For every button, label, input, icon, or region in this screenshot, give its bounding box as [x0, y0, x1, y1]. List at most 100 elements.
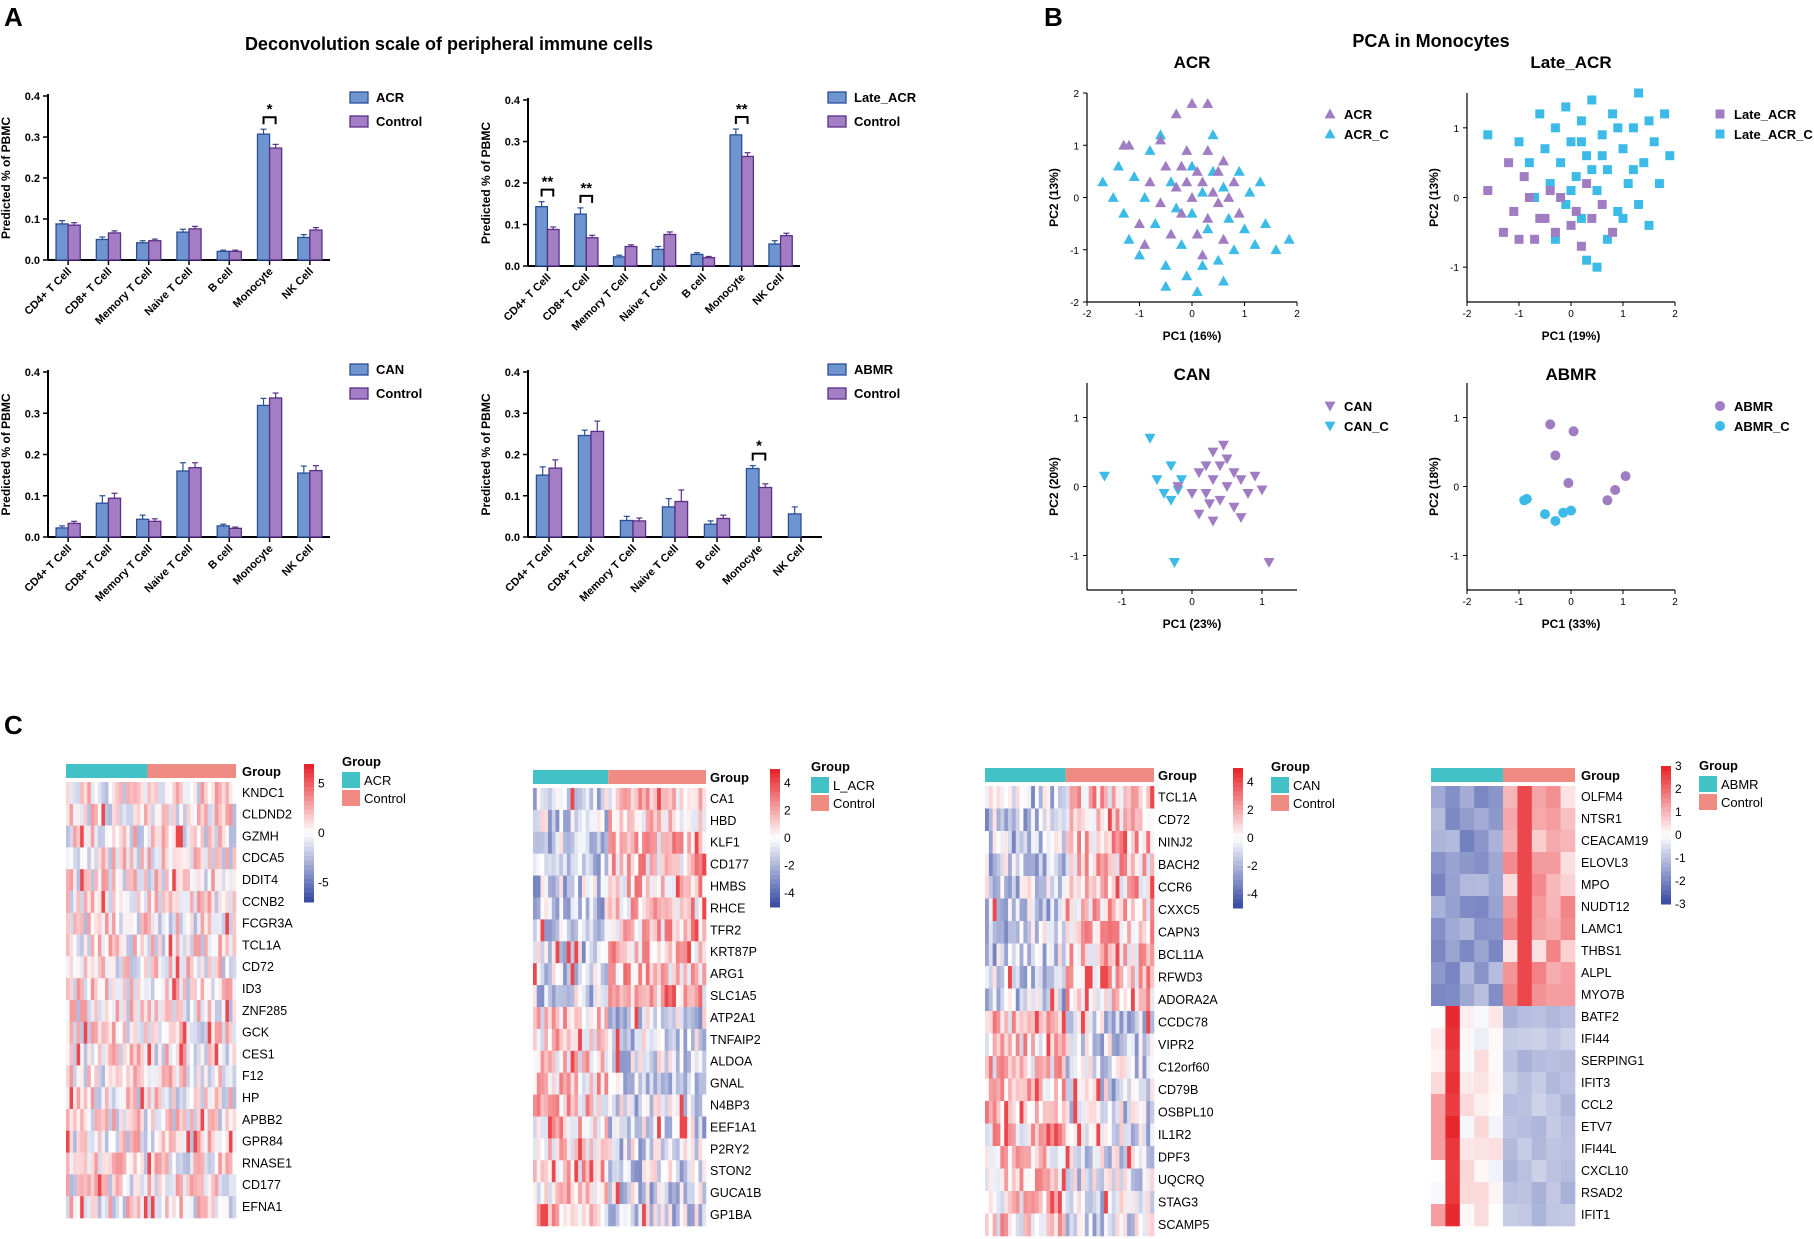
heat-cell [1560, 1006, 1576, 1029]
legend-label-can-c: CAN_C [1344, 419, 1389, 434]
heat-cell [221, 1196, 226, 1219]
heat-cell [596, 1007, 601, 1030]
color-scale-step [304, 851, 314, 857]
heat-cell [1042, 1011, 1047, 1034]
heat-cell [232, 1196, 237, 1219]
legend-swatch-control [349, 387, 369, 400]
point-acr [1202, 212, 1214, 223]
heat-cell [657, 1007, 662, 1030]
heat-cell [158, 956, 162, 979]
heat-cell [683, 1138, 688, 1161]
heat-cell [1008, 1033, 1013, 1057]
heat-cell [1077, 1101, 1082, 1124]
heat-cell [1038, 1146, 1043, 1169]
heat-cell [182, 825, 187, 848]
heat-cell [660, 1138, 665, 1161]
heat-cell [87, 1152, 92, 1175]
point-late-acr-c [1483, 130, 1493, 140]
heat-cell [161, 1196, 166, 1219]
heat-cell [1073, 831, 1078, 854]
bar-control-memory-t-cell [632, 520, 647, 538]
heat-cell [158, 847, 162, 870]
point-can [1249, 471, 1261, 482]
heat-cell [611, 1007, 617, 1030]
row-label-olfm4: OLFM4 [1581, 790, 1623, 804]
bar-can-monocyte [256, 404, 271, 538]
heat-cell [214, 1065, 219, 1088]
x-tick-label-monocyte: Monocyte [231, 543, 276, 588]
color-scale-step [770, 893, 780, 899]
heat-cell [172, 803, 177, 826]
heat-cell [694, 853, 699, 876]
heat-cell [1445, 896, 1461, 919]
heat-cell [1061, 898, 1066, 922]
heat-cell [179, 1109, 184, 1132]
heat-cell [126, 1174, 131, 1197]
row-label-hmbs: HMBS [710, 879, 746, 893]
heat-cell [1431, 984, 1446, 1007]
heat-cell [214, 891, 219, 914]
heat-cell [536, 853, 541, 876]
heat-cell [540, 985, 545, 1008]
heat-cell [172, 1174, 177, 1197]
heat-cell [649, 985, 654, 1008]
heat-cell [90, 956, 95, 979]
heat-cell [143, 1196, 148, 1219]
heat-cell [1054, 853, 1059, 877]
heat-cell [627, 1072, 632, 1095]
heat-cell [112, 825, 116, 848]
group-legend-swatch-control [1699, 794, 1717, 810]
heat-cell [574, 1160, 579, 1183]
heat-cell [1107, 1056, 1113, 1079]
heat-cell [548, 853, 553, 876]
heat-cell [533, 809, 538, 833]
color-scale-step [770, 842, 780, 848]
heat-cell [996, 853, 1001, 877]
heat-cell [645, 941, 650, 964]
heat-cell [211, 1087, 216, 1110]
heat-cell [660, 853, 665, 876]
heat-cell [200, 1021, 205, 1044]
point-can-c [1169, 558, 1180, 568]
heat-cell [642, 941, 647, 964]
heat-cell [129, 803, 134, 826]
heat-cell [672, 985, 677, 1008]
heat-cell [101, 869, 106, 892]
group-column-label: Group [242, 764, 281, 779]
heat-cell [585, 985, 590, 1008]
heat-cell [147, 1130, 152, 1153]
heat-cell [578, 1072, 583, 1095]
point-late-acr [1524, 193, 1534, 202]
heat-cell [540, 1007, 545, 1030]
heat-cell [1015, 1101, 1020, 1124]
heat-cell [154, 1065, 159, 1088]
heat-cell [1123, 921, 1128, 944]
heat-cell [702, 1160, 707, 1183]
heat-cell [988, 831, 993, 854]
heat-cell [574, 853, 579, 876]
heat-cell [94, 1065, 99, 1088]
heat-cell [218, 1000, 223, 1023]
heat-cell [66, 1174, 70, 1197]
y-tick-label: 0.0 [25, 532, 40, 544]
heat-cell [80, 1000, 85, 1023]
heat-cell [1107, 1191, 1113, 1214]
heat-cell [1038, 943, 1043, 967]
point-can-c [1151, 475, 1163, 486]
color-scale-step [1661, 853, 1671, 859]
point-abmr-c [1566, 505, 1576, 516]
heat-cell [1138, 1078, 1143, 1102]
heat-cell [1065, 876, 1070, 899]
heat-cell [702, 1072, 707, 1095]
heat-cell [76, 847, 81, 870]
heat-cell [172, 934, 177, 957]
heat-cell [634, 1204, 639, 1227]
heat-cell [1127, 966, 1132, 989]
heat-cell [214, 782, 219, 805]
heat-cell [1431, 786, 1446, 809]
heat-cell [1084, 1078, 1090, 1102]
heat-cell [1445, 1072, 1461, 1095]
color-scale-step [1661, 770, 1671, 776]
bar-control-cd4-t-cell [548, 467, 563, 538]
color-scale-step [1233, 866, 1243, 872]
